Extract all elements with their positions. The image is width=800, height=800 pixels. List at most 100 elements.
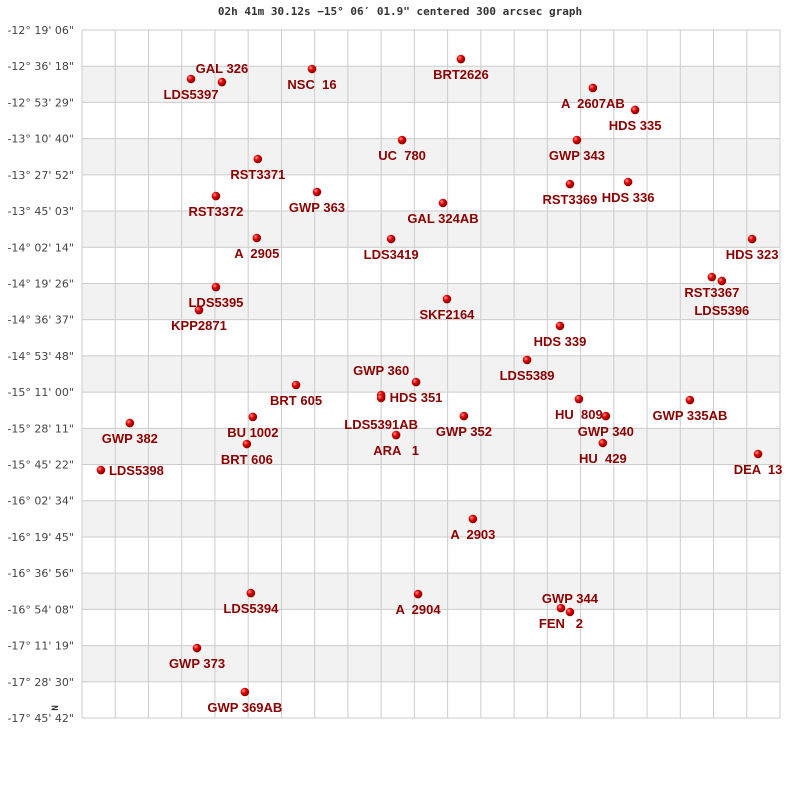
- star-label: LDS5389: [500, 368, 555, 383]
- star-marker[interactable]: [192, 643, 202, 653]
- star-marker[interactable]: [397, 135, 407, 145]
- star-label: HDS 351: [390, 390, 443, 405]
- star-marker[interactable]: [747, 234, 757, 244]
- y-tick-label: -15° 11' 00": [7, 386, 74, 399]
- star-marker[interactable]: [588, 83, 598, 93]
- star-marker[interactable]: [572, 135, 582, 145]
- star-marker[interactable]: [248, 412, 258, 422]
- star-label: KPP2871: [171, 318, 227, 333]
- star-label: BRT 605: [270, 393, 322, 408]
- star-label: GWP 352: [436, 424, 492, 439]
- shaded-band: [82, 355, 780, 393]
- star-marker[interactable]: [217, 77, 227, 87]
- star-marker[interactable]: [468, 514, 478, 524]
- star-label: GWP 344: [542, 591, 599, 606]
- star-marker[interactable]: [438, 198, 448, 208]
- star-marker[interactable]: [240, 687, 250, 697]
- star-marker[interactable]: [386, 234, 396, 244]
- star-label: GWP 340: [578, 424, 634, 439]
- star-marker[interactable]: [312, 187, 322, 197]
- star-marker[interactable]: [442, 294, 452, 304]
- star-marker[interactable]: [194, 305, 204, 315]
- star-label: HU 809: [555, 407, 603, 422]
- y-tick-label: -16° 54' 08": [7, 603, 74, 616]
- star-marker[interactable]: [307, 64, 317, 74]
- star-marker[interactable]: [125, 418, 135, 428]
- star-marker[interactable]: [753, 449, 763, 459]
- star-marker[interactable]: [459, 411, 469, 421]
- star-label: GAL 326: [196, 61, 249, 76]
- star-marker[interactable]: [565, 607, 575, 617]
- chart-title: 02h 41m 30.12s −15° 06′ 01.9" centered 3…: [217, 5, 583, 18]
- star-marker[interactable]: [707, 272, 717, 282]
- star-label: LDS5391AB: [344, 417, 418, 432]
- star-label: BRT2626: [433, 67, 489, 82]
- y-tick-label: -16° 36' 56": [7, 567, 74, 580]
- star-marker[interactable]: [413, 589, 423, 599]
- star-label: RST3371: [230, 167, 285, 182]
- star-marker[interactable]: [623, 177, 633, 187]
- star-label: GWP 363: [289, 200, 345, 215]
- star-label: BU 1002: [227, 425, 278, 440]
- north-marker: N: [48, 705, 59, 711]
- y-tick-label: -17° 28' 30": [7, 676, 74, 689]
- star-marker[interactable]: [630, 105, 640, 115]
- star-marker[interactable]: [291, 380, 301, 390]
- star-label: GWP 369AB: [207, 700, 282, 715]
- star-marker[interactable]: [456, 54, 466, 64]
- star-marker[interactable]: [391, 430, 401, 440]
- y-tick-label: -12° 19' 06": [7, 24, 74, 37]
- star-marker[interactable]: [253, 154, 263, 164]
- star-label: GWP 382: [102, 431, 158, 446]
- star-marker[interactable]: [252, 233, 262, 243]
- star-marker[interactable]: [601, 411, 611, 421]
- y-tick-label: -13° 10' 40": [7, 133, 74, 146]
- star-marker[interactable]: [211, 191, 221, 201]
- star-marker[interactable]: [574, 394, 584, 404]
- star-label: BRT 606: [221, 452, 273, 467]
- star-label: ARA 1: [373, 443, 419, 458]
- star-marker[interactable]: [685, 395, 695, 405]
- y-tick-label: -13° 45' 03": [7, 205, 74, 218]
- star-marker[interactable]: [717, 276, 727, 286]
- star-marker[interactable]: [211, 282, 221, 292]
- star-label: RST3372: [188, 204, 243, 219]
- star-marker[interactable]: [96, 465, 106, 475]
- y-tick-label: -16° 02' 34": [7, 495, 74, 508]
- star-marker[interactable]: [555, 321, 565, 331]
- star-label: GWP 343: [549, 148, 605, 163]
- star-marker[interactable]: [376, 393, 386, 403]
- grid-lines: [81, 29, 781, 719]
- shaded-band: [82, 211, 780, 248]
- star-marker[interactable]: [186, 74, 196, 84]
- y-tick-label: -14° 36' 37": [7, 314, 74, 327]
- y-tick-label: -17° 45' 42": [7, 712, 74, 725]
- star-marker[interactable]: [522, 355, 532, 365]
- star-label: DEA 13: [734, 462, 783, 477]
- star-label: LDS5394: [223, 601, 279, 616]
- y-tick-label: -13° 27' 52": [7, 169, 74, 182]
- star-label: A 2904: [396, 602, 442, 617]
- star-label: A 2905: [234, 246, 279, 261]
- star-label: HDS 339: [534, 334, 587, 349]
- star-marker[interactable]: [598, 438, 608, 448]
- y-tick-label: -17° 11' 19": [7, 640, 74, 653]
- star-label: GAL 324AB: [407, 211, 478, 226]
- star-marker[interactable]: [242, 439, 252, 449]
- star-label: A 2903: [450, 527, 495, 542]
- star-marker[interactable]: [556, 603, 566, 613]
- shaded-band: [82, 428, 780, 465]
- star-marker[interactable]: [246, 588, 256, 598]
- star-label: LDS5396: [694, 303, 749, 318]
- y-tick-label: -12° 53' 29": [7, 96, 74, 109]
- background-bands: [82, 30, 780, 718]
- star-label: SKF2164: [419, 307, 475, 322]
- star-label: A 2607AB: [561, 96, 625, 111]
- star-marker[interactable]: [411, 377, 421, 387]
- star-label: GWP 335AB: [652, 408, 727, 423]
- star-label: HDS 336: [602, 190, 655, 205]
- star-label: RST3369: [542, 192, 597, 207]
- star-marker[interactable]: [565, 179, 575, 189]
- y-tick-label: -14° 19' 26": [7, 277, 74, 290]
